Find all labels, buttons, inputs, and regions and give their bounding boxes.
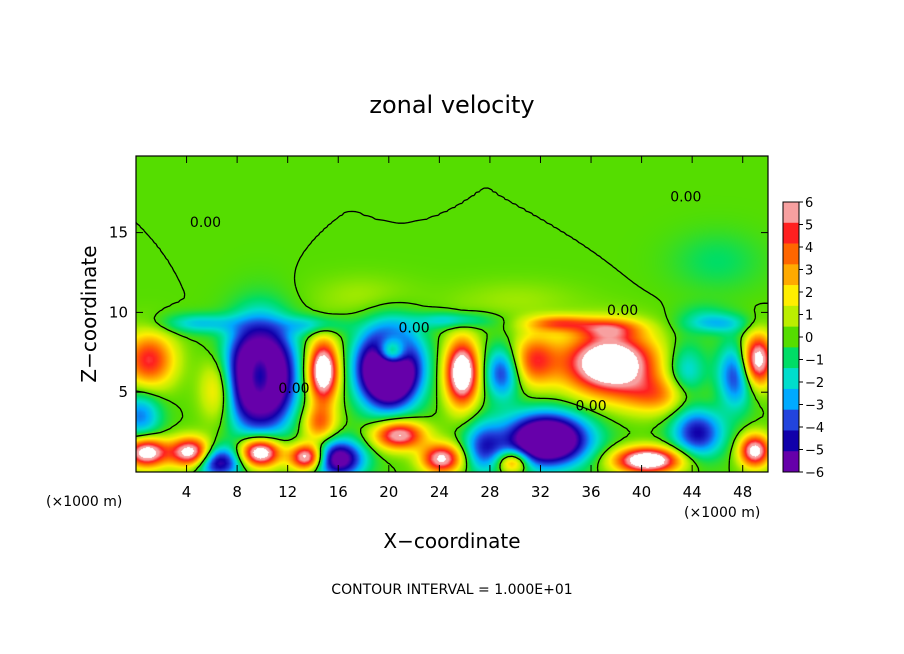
contour-label: 0.00: [607, 303, 638, 319]
x-tick-label: 40: [632, 483, 651, 501]
x-tick-label: 32: [531, 483, 550, 501]
y-axis: 5 10 15: [109, 224, 768, 401]
y-tick-label: 10: [109, 303, 128, 321]
colorbar-tick-label: 6: [805, 196, 813, 211]
colorbar-swatch: [783, 285, 799, 307]
x-tick-label: 48: [733, 483, 752, 501]
colorbar-swatch: [783, 222, 799, 244]
colorbar-tick-label: 4: [805, 241, 813, 256]
colorbar-tick-label: 5: [805, 219, 813, 234]
contour-label: 0.00: [278, 381, 309, 397]
colorbar-tick-label: −3: [805, 399, 824, 414]
x-tick-label: 44: [683, 483, 702, 501]
colorbar-swatch: [783, 305, 799, 327]
contour-labels: 0.00 0.00 0.00 0.00 0.00 0.00: [190, 189, 701, 414]
colorbar-swatch: [783, 409, 799, 431]
zero-contour: [135, 187, 769, 473]
x-tick-label: 12: [278, 483, 297, 501]
colorbar-tick-label: −5: [805, 444, 824, 459]
colorbar-swatch: [783, 243, 799, 265]
x-unit-right: (×1000 m): [684, 505, 760, 521]
colorbar-tick-label: 1: [805, 309, 813, 324]
heatmap-image: [136, 156, 768, 472]
contour-lines: [135, 187, 769, 473]
plot-frame: [135, 155, 769, 473]
colorbar-swatch: [783, 326, 799, 348]
colorbar-tick-label: −2: [805, 376, 824, 391]
colorbar-tick-label: −1: [805, 354, 824, 369]
contour-label: 0.00: [670, 189, 701, 205]
colorbar-tick-label: −6: [805, 466, 824, 481]
colorbar-swatch: [783, 388, 799, 410]
y-tick-label: 5: [118, 383, 128, 401]
x-tick-label: 4: [182, 483, 192, 501]
x-unit-left: (×1000 m): [46, 494, 122, 510]
contour-label: 0.00: [190, 215, 221, 231]
x-tick-label: 20: [379, 483, 398, 501]
colorbar-swatch: [783, 202, 799, 224]
colorbar-swatch: [783, 347, 799, 369]
colorbar-swatch: [783, 368, 799, 390]
colorbar-tick-label: −4: [805, 421, 824, 436]
x-tick-label: 16: [329, 483, 348, 501]
contour-interval-note: CONTOUR INTERVAL = 1.000E+01: [331, 582, 572, 598]
x-tick-label: 28: [480, 483, 499, 501]
x-tick-label: 24: [430, 483, 449, 501]
colorbar-tick-label: 0: [805, 331, 813, 346]
x-tick-label: 8: [232, 483, 242, 501]
y-tick-label: 15: [109, 224, 128, 242]
colorbar-swatch: [783, 430, 799, 452]
plot-area: 0.00 0.00 0.00 0.00 0.00 0.00: [135, 155, 769, 473]
colorbar-swatch: [783, 264, 799, 286]
x-axis-label: X−coordinate: [383, 529, 520, 553]
contour-label: 0.00: [398, 320, 429, 336]
y-axis-label: Z−coordinate: [77, 245, 101, 382]
colorbar-swatch: [783, 451, 799, 473]
colorbar: 6 5 4 3 2 1 0 −1 −2 −3 −4 −5 −6: [782, 196, 824, 481]
colorbar-tick-label: 3: [805, 264, 813, 279]
chart-title: zonal velocity: [369, 91, 534, 119]
contour-label: 0.00: [575, 399, 606, 415]
x-axis: 4 8 12 16 20 24 28 32 36 40 44 48: [182, 156, 752, 501]
x-tick-label: 36: [581, 483, 600, 501]
colorbar-tick-label: 2: [805, 286, 813, 301]
